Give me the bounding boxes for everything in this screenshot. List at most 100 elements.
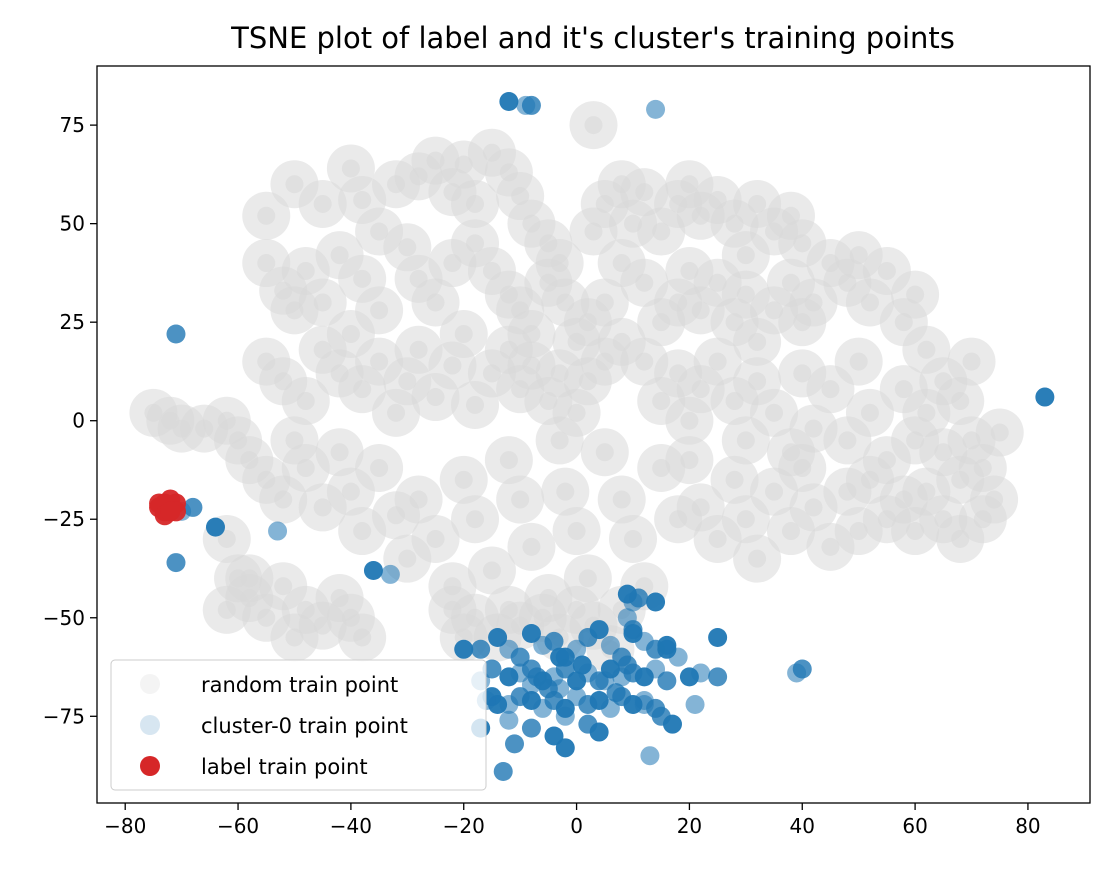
random-train-point: [691, 206, 710, 225]
random-train-point: [240, 451, 259, 470]
random-train-point: [539, 392, 558, 410]
random-train-point: [330, 246, 349, 265]
cluster-0-train-point: [380, 564, 400, 584]
random-train-point: [511, 187, 530, 206]
random-train-point: [578, 569, 597, 588]
random-train-point: [426, 529, 445, 548]
random-train-point: [765, 403, 784, 422]
random-train-point: [652, 459, 671, 477]
random-train-point: [398, 238, 417, 257]
cluster-0-train-point: [1035, 387, 1055, 407]
legend-marker: [140, 756, 160, 776]
random-train-point: [522, 356, 541, 375]
random-train-point: [443, 183, 462, 202]
random-train-point: [917, 340, 936, 359]
random-train-point: [466, 234, 485, 253]
random-train-point: [793, 313, 812, 332]
random-train-point: [556, 293, 575, 312]
random-train-point: [860, 293, 879, 312]
cluster-0-train-point: [657, 639, 677, 659]
random-train-point: [313, 340, 332, 359]
random-train-point: [296, 392, 315, 410]
cluster-0-train-point: [493, 761, 513, 781]
random-train-point: [951, 470, 970, 489]
cluster-0-train-point: [646, 592, 666, 612]
cluster-0-train-point: [629, 588, 649, 608]
cluster-0-train-point: [623, 620, 643, 640]
x-tick-label: 60: [902, 814, 927, 838]
cluster-0-train-point: [708, 627, 728, 647]
random-train-point: [877, 510, 896, 529]
random-train-point: [877, 451, 896, 470]
random-train-point: [274, 490, 293, 509]
y-tick-label: −25: [43, 507, 85, 531]
random-train-point: [499, 340, 518, 359]
random-train-point: [860, 470, 879, 489]
random-train-point: [217, 600, 236, 619]
random-train-point: [849, 522, 868, 541]
cluster-0-train-point: [527, 667, 547, 687]
y-axis: 75 50 25 0 −25 −50 −75: [43, 113, 97, 728]
random-train-point: [781, 522, 800, 541]
random-train-point: [370, 459, 389, 477]
random-train-point: [257, 206, 276, 225]
random-train-point: [793, 234, 812, 253]
random-train-point: [612, 254, 631, 273]
random-train-point: [860, 403, 879, 422]
random-train-point: [522, 214, 541, 233]
y-tick-label: 75: [60, 113, 85, 137]
cluster-0-train-point: [510, 647, 530, 667]
x-tick-label: 0: [570, 814, 583, 838]
random-train-point: [849, 246, 868, 265]
cluster-0-train-point: [572, 655, 592, 675]
plot-area: [129, 91, 1055, 781]
random-train-point: [550, 364, 569, 383]
random-train-point: [217, 529, 236, 548]
random-train-point: [894, 490, 913, 509]
cluster-0-train-point: [634, 694, 654, 714]
random-train-point: [781, 273, 800, 292]
random-train-point: [725, 392, 744, 410]
random-train-point: [398, 372, 417, 391]
random-train-point: [499, 285, 518, 304]
cluster-0-train-point: [640, 746, 660, 766]
cluster-0-train-point: [589, 620, 609, 640]
random-train-point: [725, 313, 744, 332]
random-train-point: [296, 459, 315, 477]
random-train-point: [172, 419, 191, 438]
cluster-0-train-point: [617, 655, 637, 675]
random-train-point: [217, 411, 236, 430]
x-tick-label: −20: [443, 814, 485, 838]
random-train-point: [635, 183, 654, 202]
x-tick-label: 40: [790, 814, 815, 838]
random-train-point: [804, 419, 823, 438]
random-train-point: [748, 194, 767, 213]
random-train-point: [387, 506, 406, 525]
random-train-point: [623, 214, 642, 233]
cluster-0-train-point: [662, 714, 682, 734]
random-train-point: [748, 332, 767, 351]
random-train-point: [973, 510, 992, 529]
random-train-point: [623, 529, 642, 548]
random-train-point: [387, 403, 406, 422]
random-train-point: [353, 191, 372, 209]
random-train-point: [906, 522, 925, 541]
cluster-0-train-point: [499, 710, 519, 730]
random-train-point: [285, 431, 304, 450]
random-train-point: [917, 482, 936, 501]
random-train-point: [370, 222, 389, 241]
random-train-point: [725, 470, 744, 489]
random-train-point: [951, 529, 970, 548]
random-train-point: [482, 561, 501, 580]
random-train-point: [466, 194, 485, 213]
random-train-point: [781, 206, 800, 225]
random-train-point: [821, 254, 840, 273]
random-train-point: [466, 395, 485, 414]
random-train-point: [550, 431, 569, 450]
x-tick-label: −40: [330, 814, 372, 838]
random-train-point: [708, 352, 727, 371]
x-tick-label: 80: [1015, 814, 1040, 838]
random-train-point: [353, 380, 372, 399]
random-train-point: [691, 380, 710, 399]
random-train-point: [257, 470, 276, 489]
